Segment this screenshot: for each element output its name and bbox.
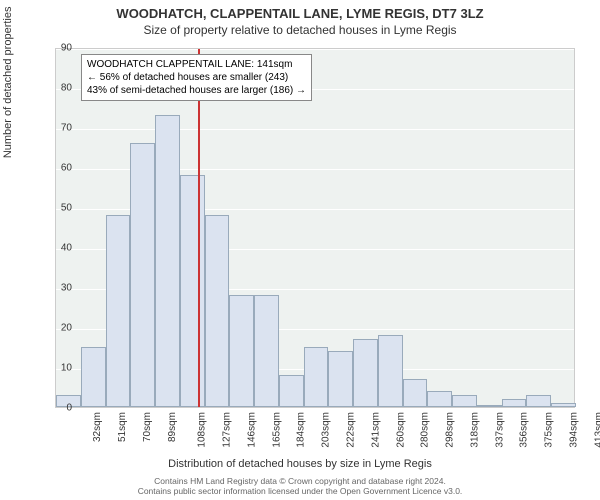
x-tick-label: 222sqm xyxy=(346,412,357,448)
x-tick-label: 203sqm xyxy=(321,412,332,448)
histogram-bar xyxy=(130,143,155,407)
histogram-bar xyxy=(403,379,428,407)
y-tick-label: 90 xyxy=(52,43,72,54)
histogram-bar xyxy=(452,395,477,407)
x-axis-label: Distribution of detached houses by size … xyxy=(0,458,600,470)
histogram-bar xyxy=(353,339,378,407)
x-tick-label: 127sqm xyxy=(222,412,233,448)
y-axis-label: Number of detached properties xyxy=(2,7,14,159)
annotation-line-3: 43% of semi-detached houses are larger (… xyxy=(87,84,306,97)
grid-line xyxy=(56,49,574,50)
x-tick-label: 184sqm xyxy=(296,412,307,448)
y-tick-label: 60 xyxy=(52,163,72,174)
y-tick-label: 70 xyxy=(52,123,72,134)
histogram-bar xyxy=(328,351,353,407)
y-tick-label: 50 xyxy=(52,203,72,214)
histogram-bar xyxy=(551,403,576,407)
x-tick-label: 89sqm xyxy=(167,412,178,442)
x-tick-label: 108sqm xyxy=(197,412,208,448)
y-tick-label: 0 xyxy=(52,403,72,414)
histogram-bar xyxy=(304,347,329,407)
y-tick-label: 80 xyxy=(52,83,72,94)
x-tick-label: 280sqm xyxy=(420,412,431,448)
histogram-bar xyxy=(427,391,452,407)
y-tick-label: 10 xyxy=(52,363,72,374)
x-tick-label: 318sqm xyxy=(469,412,480,448)
annotation-line-2: ← 56% of detached houses are smaller (24… xyxy=(87,71,306,84)
attribution-text: Contains HM Land Registry data © Crown c… xyxy=(0,476,600,496)
y-tick-label: 40 xyxy=(52,243,72,254)
y-tick-label: 20 xyxy=(52,323,72,334)
grid-line xyxy=(56,129,574,130)
annotation-line-1: WOODHATCH CLAPPENTAIL LANE: 141sqm xyxy=(87,58,306,71)
histogram-bar xyxy=(180,175,205,407)
histogram-bar xyxy=(502,399,527,407)
x-tick-label: 298sqm xyxy=(445,412,456,448)
grid-line xyxy=(56,409,574,410)
histogram-bar xyxy=(279,375,304,407)
histogram-bar xyxy=(229,295,254,407)
x-tick-label: 32sqm xyxy=(92,412,103,442)
x-tick-label: 165sqm xyxy=(271,412,282,448)
x-tick-label: 394sqm xyxy=(568,412,579,448)
x-tick-label: 146sqm xyxy=(247,412,258,448)
x-tick-label: 413sqm xyxy=(593,412,600,448)
chart-title: WOODHATCH, CLAPPENTAIL LANE, LYME REGIS,… xyxy=(0,0,600,21)
chart-subtitle: Size of property relative to detached ho… xyxy=(0,21,600,37)
x-tick-label: 356sqm xyxy=(519,412,530,448)
plot-area: WOODHATCH CLAPPENTAIL LANE: 141sqm ← 56%… xyxy=(55,48,575,408)
histogram-bar xyxy=(155,115,180,407)
x-tick-label: 337sqm xyxy=(494,412,505,448)
histogram-bar xyxy=(81,347,106,407)
annotation-box: WOODHATCH CLAPPENTAIL LANE: 141sqm ← 56%… xyxy=(81,54,312,101)
histogram-bar xyxy=(378,335,403,407)
x-tick-label: 375sqm xyxy=(544,412,555,448)
x-tick-label: 260sqm xyxy=(395,412,406,448)
x-tick-label: 241sqm xyxy=(370,412,381,448)
x-tick-label: 51sqm xyxy=(117,412,128,442)
histogram-bar xyxy=(477,405,502,407)
attribution-line-1: Contains HM Land Registry data © Crown c… xyxy=(0,476,600,486)
y-tick-label: 30 xyxy=(52,283,72,294)
attribution-line-2: Contains public sector information licen… xyxy=(0,486,600,496)
histogram-bar xyxy=(205,215,230,407)
histogram-bar xyxy=(106,215,131,407)
histogram-bar xyxy=(254,295,279,407)
histogram-bar xyxy=(526,395,551,407)
x-tick-label: 70sqm xyxy=(142,412,153,442)
histogram-chart: WOODHATCH, CLAPPENTAIL LANE, LYME REGIS,… xyxy=(0,0,600,500)
reference-line xyxy=(198,49,200,407)
